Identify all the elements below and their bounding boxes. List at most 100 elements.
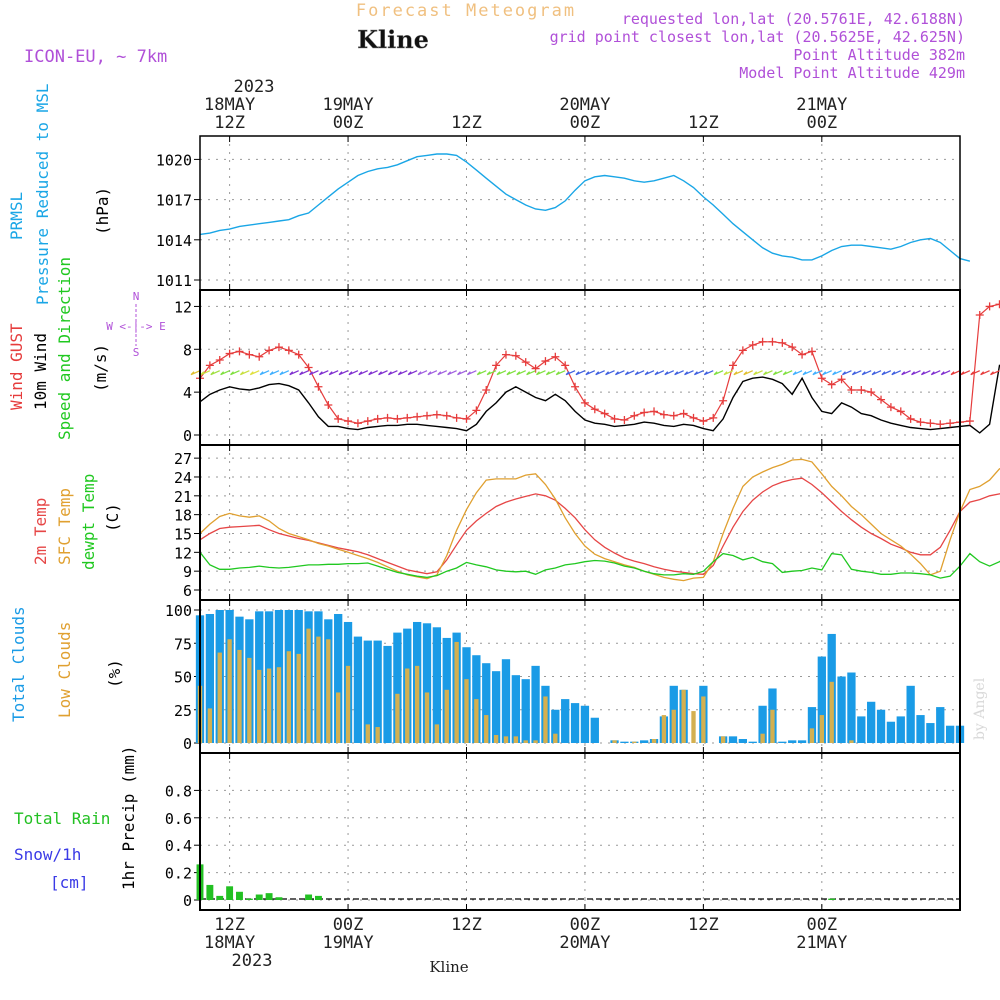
gust-point	[679, 409, 688, 418]
y-tick-label: 50	[174, 669, 192, 687]
bottom-hour-label: 12Z	[451, 915, 482, 935]
total-cloud-bar	[551, 709, 560, 743]
wind-barb	[230, 370, 240, 376]
wind-barb	[822, 370, 832, 376]
gust-point	[492, 361, 501, 370]
gust-point	[215, 356, 224, 364]
low-cloud-bar	[257, 669, 262, 743]
rain-bar	[305, 894, 313, 900]
panel-prmsl: 1011 1014 1017 1020	[156, 135, 971, 291]
gust-point	[324, 401, 333, 409]
wind-barb	[239, 370, 250, 376]
rain-label: Total Rain	[14, 809, 110, 828]
top-hour-label: 00Z	[333, 113, 364, 133]
total-cloud-bar	[797, 740, 807, 743]
model-altitude: Model Point Altitude 429m	[739, 64, 965, 82]
gust-point	[363, 417, 372, 426]
total-cloud-bar	[482, 663, 491, 743]
total-cloud-bar	[906, 685, 915, 743]
wind-barb	[279, 370, 290, 376]
bottom-year: 2023	[232, 951, 273, 971]
wind-barb	[417, 370, 428, 376]
gust-point	[788, 343, 797, 352]
wind-barb	[990, 370, 1000, 376]
gust-point	[284, 346, 293, 355]
gust-point	[571, 382, 580, 391]
gust-point	[472, 406, 481, 415]
gust-point	[304, 363, 313, 372]
model-label: ICON-EU, ~ 7km	[24, 47, 167, 67]
gust-point	[334, 414, 343, 423]
wind-barb	[269, 370, 280, 376]
gust-point	[551, 352, 560, 361]
wind-barb	[802, 370, 813, 376]
wind-barb	[693, 370, 704, 376]
gust-point	[906, 414, 915, 423]
wind-barb	[605, 370, 615, 376]
wind-barb	[338, 370, 349, 376]
wind-barb	[407, 370, 418, 376]
total-cloud-bar	[640, 740, 649, 743]
wind-barb	[318, 370, 329, 376]
wind-barb	[378, 370, 388, 376]
requested-location: requested lon,lat (20.5761E, 42.6188N)	[622, 10, 965, 28]
total-cloud-bar	[817, 656, 826, 743]
gust-point	[600, 409, 609, 418]
wind-barb	[634, 370, 645, 376]
gust-point	[867, 388, 876, 397]
top-hour-label: 12Z	[451, 113, 482, 133]
wind-barb	[901, 370, 911, 376]
panel-frame	[199, 444, 961, 601]
wind-barb	[664, 370, 675, 376]
total-cloud-bar	[501, 659, 511, 743]
total-cloud-bar	[926, 723, 935, 743]
low-cloud-bar	[661, 715, 667, 743]
wind-barb	[832, 370, 842, 376]
gust-point	[265, 346, 274, 355]
low-cloud-bar	[681, 689, 686, 743]
gust-point	[877, 395, 886, 404]
gust-point	[807, 347, 816, 356]
gust-point	[235, 347, 244, 356]
wind-barb	[861, 370, 872, 376]
gust-label: Wind GUST	[7, 323, 26, 410]
y-tick-label: 12	[174, 298, 192, 316]
low-cloud-bar	[395, 693, 400, 743]
gust-point	[847, 386, 856, 394]
low-cloud-label: Low Clouds	[55, 622, 74, 718]
y-tick-label: 27	[174, 450, 192, 468]
total-cloud-bar	[728, 736, 738, 743]
total-cloud-bar	[758, 705, 767, 743]
wind-barb	[614, 370, 625, 376]
total-cloud-bar	[511, 675, 520, 743]
gust-point	[640, 408, 649, 417]
total-cloud-bar	[867, 701, 876, 743]
total-cloud-bar	[807, 707, 817, 743]
y-tick-label: 12	[174, 544, 192, 562]
low-cloud-bar	[444, 689, 449, 743]
low-cloud-bar	[493, 735, 499, 743]
low-cloud-bar	[217, 652, 222, 743]
gust-line	[199, 303, 1000, 425]
compass-n: N	[133, 290, 140, 303]
wind-barb	[624, 370, 635, 376]
y-tick-label: 18	[174, 507, 192, 525]
total-cloud-bar	[590, 717, 599, 743]
bottom-day-label: 19MAY	[322, 933, 373, 953]
gust-point	[926, 419, 935, 428]
total-cloud-bar	[778, 741, 787, 743]
gust-point	[353, 419, 362, 428]
rain-bar	[226, 886, 234, 900]
total-cloud-bar	[847, 672, 856, 743]
y-tick-label: 25	[174, 702, 192, 720]
wind-barb	[565, 370, 576, 376]
wind-barb	[713, 370, 724, 376]
total-cloud-bar	[353, 636, 363, 743]
low-cloud-bar	[770, 709, 775, 743]
low-cloud-bar	[632, 741, 637, 743]
wind-barb	[486, 370, 497, 376]
cloud-unit: (%)	[105, 659, 124, 688]
y-tick-label: 0	[183, 892, 192, 910]
